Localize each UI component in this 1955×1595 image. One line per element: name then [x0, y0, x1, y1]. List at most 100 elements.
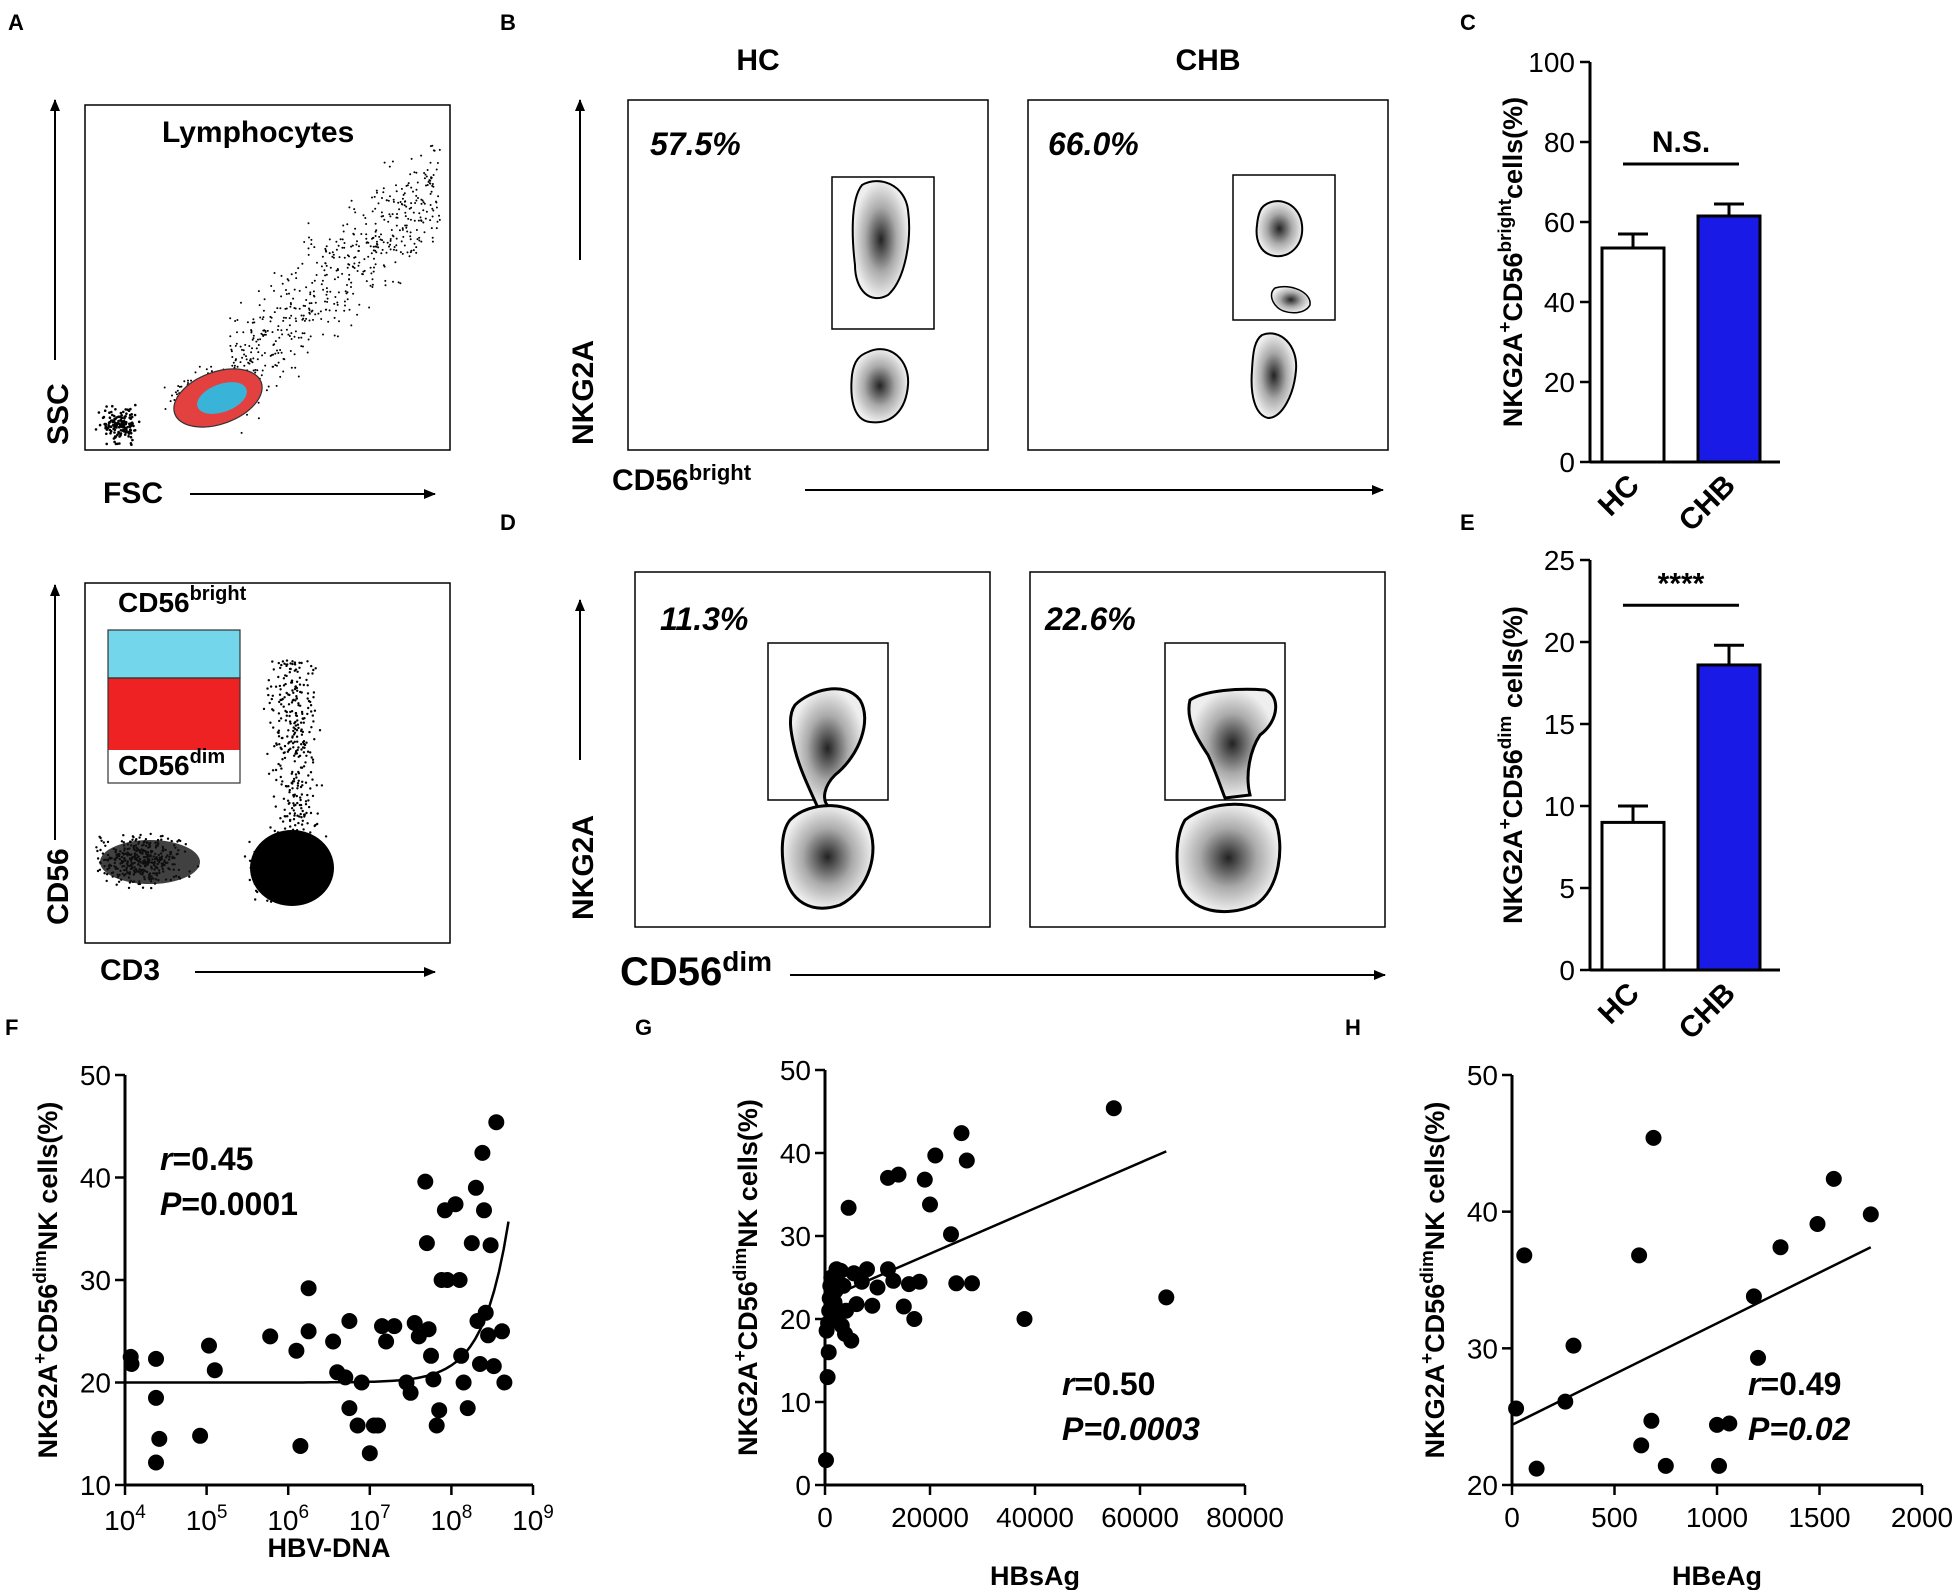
y-tick-label: 25 [1544, 545, 1575, 576]
event-dot [266, 687, 269, 690]
event-dot [395, 237, 398, 240]
event-dot [274, 685, 278, 688]
event-dot [291, 736, 294, 739]
event-dot [418, 239, 421, 242]
event-dot [289, 818, 292, 822]
event-dot [299, 796, 302, 799]
data-point [206, 1362, 223, 1379]
event-dot [299, 785, 303, 789]
event-dot [423, 231, 426, 234]
event-dot [307, 247, 310, 250]
event-dot [129, 435, 133, 439]
event-dot [305, 299, 308, 301]
event-dot [305, 678, 308, 682]
event-dot [344, 290, 347, 293]
event-dot [282, 319, 285, 322]
data-point [911, 1273, 928, 1290]
event-dot [281, 758, 284, 761]
event-dot [283, 827, 287, 830]
event-dot [409, 238, 412, 241]
event-dot [405, 224, 408, 227]
event-dot [358, 303, 361, 306]
hc-contour-upper [789, 687, 867, 810]
event-dot [431, 144, 434, 147]
event-dot [308, 730, 311, 734]
chb-percentage: 22.6% [1044, 601, 1136, 637]
event-dot [280, 736, 284, 740]
event-dot [401, 252, 404, 255]
event-dot [102, 841, 106, 844]
event-dot [302, 683, 305, 687]
data-point [818, 1452, 834, 1469]
event-dot [256, 369, 259, 372]
data-point [386, 1318, 403, 1335]
event-dot [178, 385, 181, 388]
event-dot [347, 263, 350, 266]
event-dot [399, 282, 402, 285]
x-tick-label: CHB [1673, 469, 1742, 538]
event-dot [229, 344, 232, 347]
event-dot [286, 735, 289, 738]
event-dot [285, 316, 287, 319]
event-dot [395, 224, 398, 227]
event-dot [109, 432, 112, 435]
event-dot [299, 798, 302, 802]
event-dot [423, 202, 426, 205]
event-dot [119, 429, 123, 432]
event-dot [311, 714, 314, 717]
event-dot [117, 415, 121, 419]
event-dot [354, 227, 357, 230]
event-dot [306, 750, 310, 753]
event-dot [334, 296, 337, 298]
event-dot [96, 869, 100, 873]
event-dot [244, 343, 247, 346]
event-dot [350, 324, 353, 327]
event-dot [384, 284, 387, 287]
data-point [417, 1173, 434, 1190]
event-dot [401, 228, 404, 231]
event-dot [416, 238, 419, 241]
event-dot [305, 741, 308, 744]
event-dot [123, 433, 127, 436]
event-dot [412, 190, 414, 193]
chb-gate [1164, 642, 1286, 801]
data-point [820, 1344, 837, 1361]
event-dot [107, 423, 110, 427]
event-dot [255, 340, 258, 343]
event-dot [307, 805, 311, 809]
event-dot [279, 666, 282, 670]
data-point [361, 1445, 378, 1462]
event-dot [171, 394, 173, 397]
event-dot [327, 320, 330, 323]
event-dot [122, 841, 126, 844]
event-dot [260, 332, 263, 335]
event-dot [324, 262, 327, 265]
event-dot [179, 839, 182, 843]
event-dot [378, 235, 381, 238]
event-dot [270, 697, 273, 701]
panel-letter-a: A [8, 10, 24, 35]
hc-gate [767, 642, 889, 801]
event-dot [383, 161, 386, 164]
event-dot [241, 356, 244, 359]
event-dot [109, 419, 113, 422]
event-dot [293, 288, 296, 291]
data-point [488, 1114, 505, 1131]
event-dot [277, 712, 281, 715]
regression-curve [125, 1221, 510, 1384]
y-tick-label: 10 [780, 1387, 811, 1418]
event-dot [395, 249, 398, 252]
event-dot [288, 791, 291, 794]
data-point [123, 1356, 140, 1372]
event-dot [409, 218, 412, 221]
event-dot [302, 721, 305, 724]
event-dot [313, 295, 316, 298]
data-point [819, 1369, 836, 1386]
event-dot [416, 181, 419, 184]
event-dot [284, 682, 287, 686]
data-point [341, 1400, 358, 1417]
event-dot [290, 681, 294, 684]
event-dot [333, 316, 336, 319]
event-dot [343, 309, 346, 312]
event-dot [233, 364, 236, 367]
